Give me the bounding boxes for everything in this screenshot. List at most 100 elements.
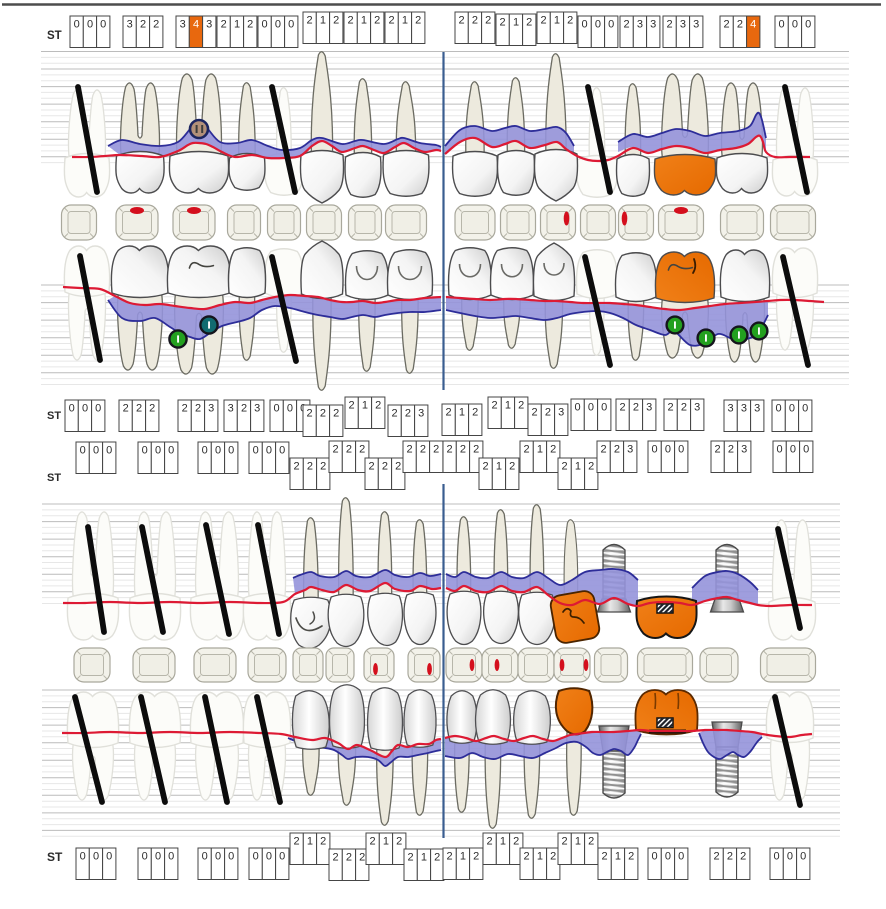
svg-text:0: 0 bbox=[279, 445, 285, 457]
svg-text:2: 2 bbox=[513, 836, 519, 848]
svg-text:2: 2 bbox=[333, 408, 339, 420]
svg-text:1: 1 bbox=[554, 15, 560, 27]
svg-text:0: 0 bbox=[168, 445, 174, 457]
svg-text:0: 0 bbox=[802, 403, 808, 415]
svg-text:0: 0 bbox=[652, 444, 658, 456]
svg-text:2: 2 bbox=[320, 461, 326, 473]
svg-text:0: 0 bbox=[588, 402, 594, 414]
svg-text:1: 1 bbox=[383, 836, 389, 848]
svg-text:2: 2 bbox=[369, 461, 375, 473]
svg-text:2: 2 bbox=[153, 19, 159, 31]
svg-text:2: 2 bbox=[405, 408, 411, 420]
svg-text:1: 1 bbox=[496, 461, 502, 473]
svg-text:2: 2 bbox=[473, 444, 479, 456]
svg-text:2: 2 bbox=[524, 851, 530, 863]
svg-text:2: 2 bbox=[601, 444, 607, 456]
svg-text:2: 2 bbox=[333, 444, 339, 456]
svg-text:2: 2 bbox=[624, 19, 630, 31]
svg-text:0: 0 bbox=[155, 445, 161, 457]
svg-text:0: 0 bbox=[274, 403, 280, 415]
svg-text:2: 2 bbox=[550, 444, 556, 456]
svg-text:2: 2 bbox=[359, 444, 365, 456]
svg-text:0: 0 bbox=[106, 851, 112, 863]
svg-text:2: 2 bbox=[434, 852, 440, 864]
svg-text:2: 2 bbox=[737, 19, 743, 31]
svg-text:0: 0 bbox=[792, 19, 798, 31]
svg-text:2: 2 bbox=[294, 461, 300, 473]
svg-text:1: 1 bbox=[362, 400, 368, 412]
svg-text:3: 3 bbox=[180, 19, 186, 31]
svg-text:2: 2 bbox=[395, 461, 401, 473]
svg-text:0: 0 bbox=[575, 402, 581, 414]
svg-text:3: 3 bbox=[228, 403, 234, 415]
svg-text:2: 2 bbox=[382, 461, 388, 473]
svg-text:2: 2 bbox=[740, 851, 746, 863]
svg-text:2: 2 bbox=[415, 15, 421, 27]
svg-text:2: 2 bbox=[620, 402, 626, 414]
svg-text:0: 0 bbox=[228, 851, 234, 863]
svg-text:2: 2 bbox=[724, 19, 730, 31]
svg-text:2: 2 bbox=[727, 851, 733, 863]
svg-text:0: 0 bbox=[279, 851, 285, 863]
svg-text:2: 2 bbox=[487, 836, 493, 848]
svg-text:3: 3 bbox=[754, 403, 760, 415]
svg-text:2: 2 bbox=[446, 407, 452, 419]
svg-text:3: 3 bbox=[558, 407, 564, 419]
svg-text:2: 2 bbox=[370, 836, 376, 848]
svg-text:0: 0 bbox=[287, 403, 293, 415]
svg-text:2: 2 bbox=[149, 403, 155, 415]
svg-text:2: 2 bbox=[562, 836, 568, 848]
svg-text:2: 2 bbox=[667, 19, 673, 31]
svg-text:2: 2 bbox=[221, 19, 227, 31]
svg-text:1: 1 bbox=[320, 15, 326, 27]
svg-text:3: 3 bbox=[206, 19, 212, 31]
svg-text:2: 2 bbox=[562, 461, 568, 473]
svg-text:0: 0 bbox=[142, 851, 148, 863]
svg-text:1: 1 bbox=[575, 836, 581, 848]
svg-text:2: 2 bbox=[348, 15, 354, 27]
svg-text:2: 2 bbox=[541, 15, 547, 27]
svg-text:1: 1 bbox=[575, 461, 581, 473]
svg-text:2: 2 bbox=[407, 444, 413, 456]
svg-text:2: 2 bbox=[500, 17, 506, 29]
svg-text:0: 0 bbox=[253, 851, 259, 863]
svg-text:0: 0 bbox=[787, 851, 793, 863]
svg-text:3: 3 bbox=[627, 444, 633, 456]
svg-text:2: 2 bbox=[389, 15, 395, 27]
svg-text:3: 3 bbox=[254, 403, 260, 415]
svg-text:1: 1 bbox=[234, 19, 240, 31]
svg-text:0: 0 bbox=[142, 445, 148, 457]
svg-text:0: 0 bbox=[266, 445, 272, 457]
svg-text:0: 0 bbox=[665, 444, 671, 456]
svg-text:2: 2 bbox=[375, 400, 381, 412]
svg-text:1: 1 bbox=[500, 836, 506, 848]
svg-text:2: 2 bbox=[195, 403, 201, 415]
svg-text:0: 0 bbox=[678, 851, 684, 863]
svg-text:4: 4 bbox=[750, 19, 756, 31]
svg-text:2: 2 bbox=[492, 400, 498, 412]
svg-text:0: 0 bbox=[789, 403, 795, 415]
svg-text:2: 2 bbox=[408, 852, 414, 864]
svg-text:ST: ST bbox=[47, 850, 63, 864]
svg-text:2: 2 bbox=[136, 403, 142, 415]
svg-text:2: 2 bbox=[307, 408, 313, 420]
svg-text:ST: ST bbox=[47, 410, 61, 422]
svg-text:1: 1 bbox=[421, 852, 427, 864]
svg-text:2: 2 bbox=[320, 408, 326, 420]
svg-text:1: 1 bbox=[460, 851, 466, 863]
svg-text:0: 0 bbox=[800, 851, 806, 863]
svg-text:2: 2 bbox=[140, 19, 146, 31]
svg-text:2: 2 bbox=[483, 461, 489, 473]
svg-text:2: 2 bbox=[473, 851, 479, 863]
svg-text:0: 0 bbox=[601, 402, 607, 414]
svg-text:2: 2 bbox=[567, 15, 573, 27]
svg-text:1: 1 bbox=[361, 15, 367, 27]
svg-text:0: 0 bbox=[202, 445, 208, 457]
svg-text:0: 0 bbox=[228, 445, 234, 457]
svg-text:0: 0 bbox=[155, 851, 161, 863]
svg-text:1: 1 bbox=[537, 851, 543, 863]
svg-text:0: 0 bbox=[582, 19, 588, 31]
svg-text:2: 2 bbox=[459, 15, 465, 27]
svg-text:2: 2 bbox=[518, 400, 524, 412]
svg-text:2: 2 bbox=[247, 19, 253, 31]
